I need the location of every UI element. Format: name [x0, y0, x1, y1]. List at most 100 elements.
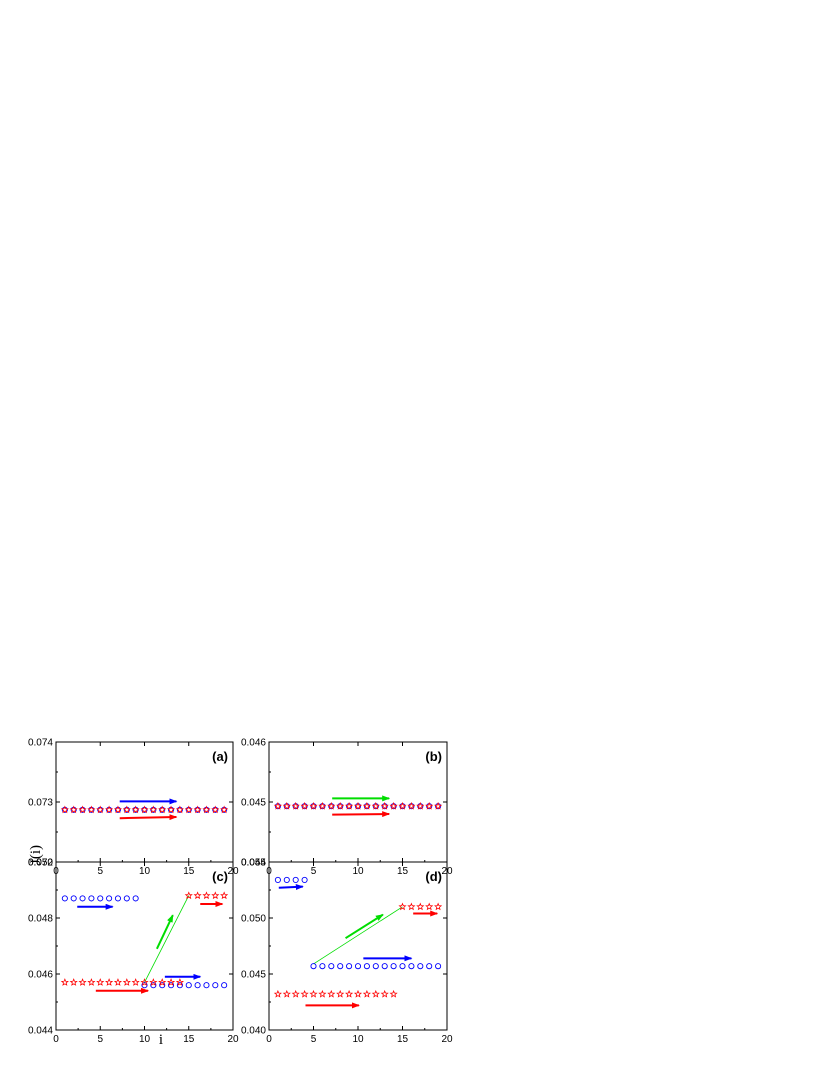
panel-c: 0 5 10 15 20 0.044 0.046 0.048 0.050 (c): [28, 858, 239, 1046]
y-tick-label: 0.046: [28, 970, 53, 981]
direction-arrow: [278, 883, 304, 890]
y-tick-label: 0.073: [28, 798, 53, 809]
data-point-circle: [283, 876, 290, 883]
y-tick-label: 0.048: [28, 914, 53, 925]
data-point-circle: [176, 982, 183, 989]
x-tick-label: 5: [311, 866, 317, 877]
panel-label: (b): [425, 749, 442, 764]
y-tick-label: 0.055: [241, 858, 266, 869]
data-point-star: [113, 805, 123, 814]
data-point-star: [131, 978, 140, 986]
plot-frame: [55, 861, 234, 1031]
data-point-star: [175, 805, 184, 814]
data-point-star: [166, 805, 176, 814]
y-tick-label: 0.045: [241, 970, 266, 981]
data-point-star: [380, 989, 389, 998]
data-point-star: [78, 805, 87, 814]
data-point-star: [362, 989, 371, 998]
data-point-star: [336, 989, 345, 998]
y-axis-title: J(i): [28, 845, 44, 865]
data-point-star: [105, 805, 114, 814]
data-point-star: [327, 801, 336, 810]
data-point-circle: [337, 963, 344, 970]
data-point-star: [60, 978, 69, 986]
y-tick-label: 0.044: [28, 1026, 53, 1037]
data-point-star: [389, 801, 398, 810]
data-point-star: [318, 989, 327, 998]
data-point-star: [371, 801, 380, 810]
y-tick-label: 0.044: [241, 858, 266, 869]
data-point-star: [184, 891, 193, 900]
y-tick-label: 0.045: [241, 798, 266, 809]
connector-line: [144, 895, 190, 983]
panel-label: (d): [425, 869, 442, 884]
connector-line: [313, 906, 403, 965]
data-point-star: [353, 989, 363, 998]
data-point-circle: [132, 895, 139, 902]
data-point-circle: [319, 963, 326, 970]
data-point-star: [184, 805, 193, 814]
data-point-star: [211, 805, 220, 814]
data-point-star: [407, 902, 416, 911]
data-point-star: [398, 902, 407, 911]
x-tick-label: 5: [97, 1034, 103, 1045]
data-point-circle: [363, 963, 370, 970]
x-tick-label: 10: [139, 866, 151, 877]
data-point-circle: [328, 963, 335, 970]
data-point-circle: [346, 963, 353, 970]
data-point-star: [380, 801, 389, 810]
data-point-circle: [123, 895, 130, 902]
data-point-circle: [159, 982, 166, 989]
data-point-star: [318, 801, 327, 810]
x-tick-label: 0: [53, 1034, 59, 1045]
data-point-star: [105, 978, 114, 986]
data-point-circle: [61, 895, 68, 902]
data-point-circle: [97, 895, 104, 902]
data-point-star: [122, 978, 131, 986]
direction-arrow: [155, 914, 174, 950]
data-point-star: [220, 891, 229, 900]
data-point-star: [158, 978, 167, 986]
data-point-circle: [372, 963, 379, 970]
data-point-circle: [212, 982, 219, 989]
data-point-star: [353, 801, 363, 810]
x-tick-label: 10: [352, 1034, 364, 1045]
data-point-star: [345, 989, 354, 998]
data-point-star: [140, 805, 149, 814]
data-point-star: [69, 978, 78, 986]
data-point-star: [220, 805, 229, 814]
data-point-circle: [114, 895, 121, 902]
data-point-circle: [150, 982, 157, 989]
panel-label: (c): [212, 869, 228, 884]
data-point-circle: [88, 895, 95, 902]
data-point-star: [309, 989, 318, 998]
x-tick-label: 10: [139, 1034, 151, 1045]
data-point-star: [336, 801, 345, 810]
data-point-star: [282, 801, 291, 810]
data-point-star: [140, 978, 149, 986]
x-tick-label: 5: [97, 866, 103, 877]
data-point-circle: [435, 963, 442, 970]
data-point-circle: [301, 876, 308, 883]
data-point-circle: [426, 963, 433, 970]
y-tick-label: 0.050: [28, 858, 53, 869]
panel-d: 0 5 10 15 20 0.040 0.045 0.050 0.055 (d): [241, 858, 453, 1046]
data-point-circle: [381, 963, 388, 970]
data-point-star: [434, 801, 443, 810]
data-point-star: [193, 805, 202, 814]
data-point-star: [309, 801, 318, 810]
panel-label: (a): [212, 749, 228, 764]
data-point-star: [425, 801, 434, 810]
y-tick-label: 0.072: [28, 858, 53, 869]
data-point-star: [96, 978, 105, 986]
data-point-star: [273, 989, 282, 998]
data-point-star: [425, 902, 434, 911]
x-tick-label: 5: [311, 1034, 317, 1045]
direction-arrow: [345, 913, 384, 940]
x-tick-label: 0: [266, 1034, 272, 1045]
data-point-circle: [408, 963, 415, 970]
x-tick-label: 15: [183, 866, 195, 877]
data-point-star: [166, 978, 176, 986]
